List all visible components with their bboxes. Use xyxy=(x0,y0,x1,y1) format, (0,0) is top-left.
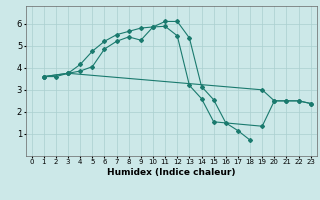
X-axis label: Humidex (Indice chaleur): Humidex (Indice chaleur) xyxy=(107,168,236,177)
